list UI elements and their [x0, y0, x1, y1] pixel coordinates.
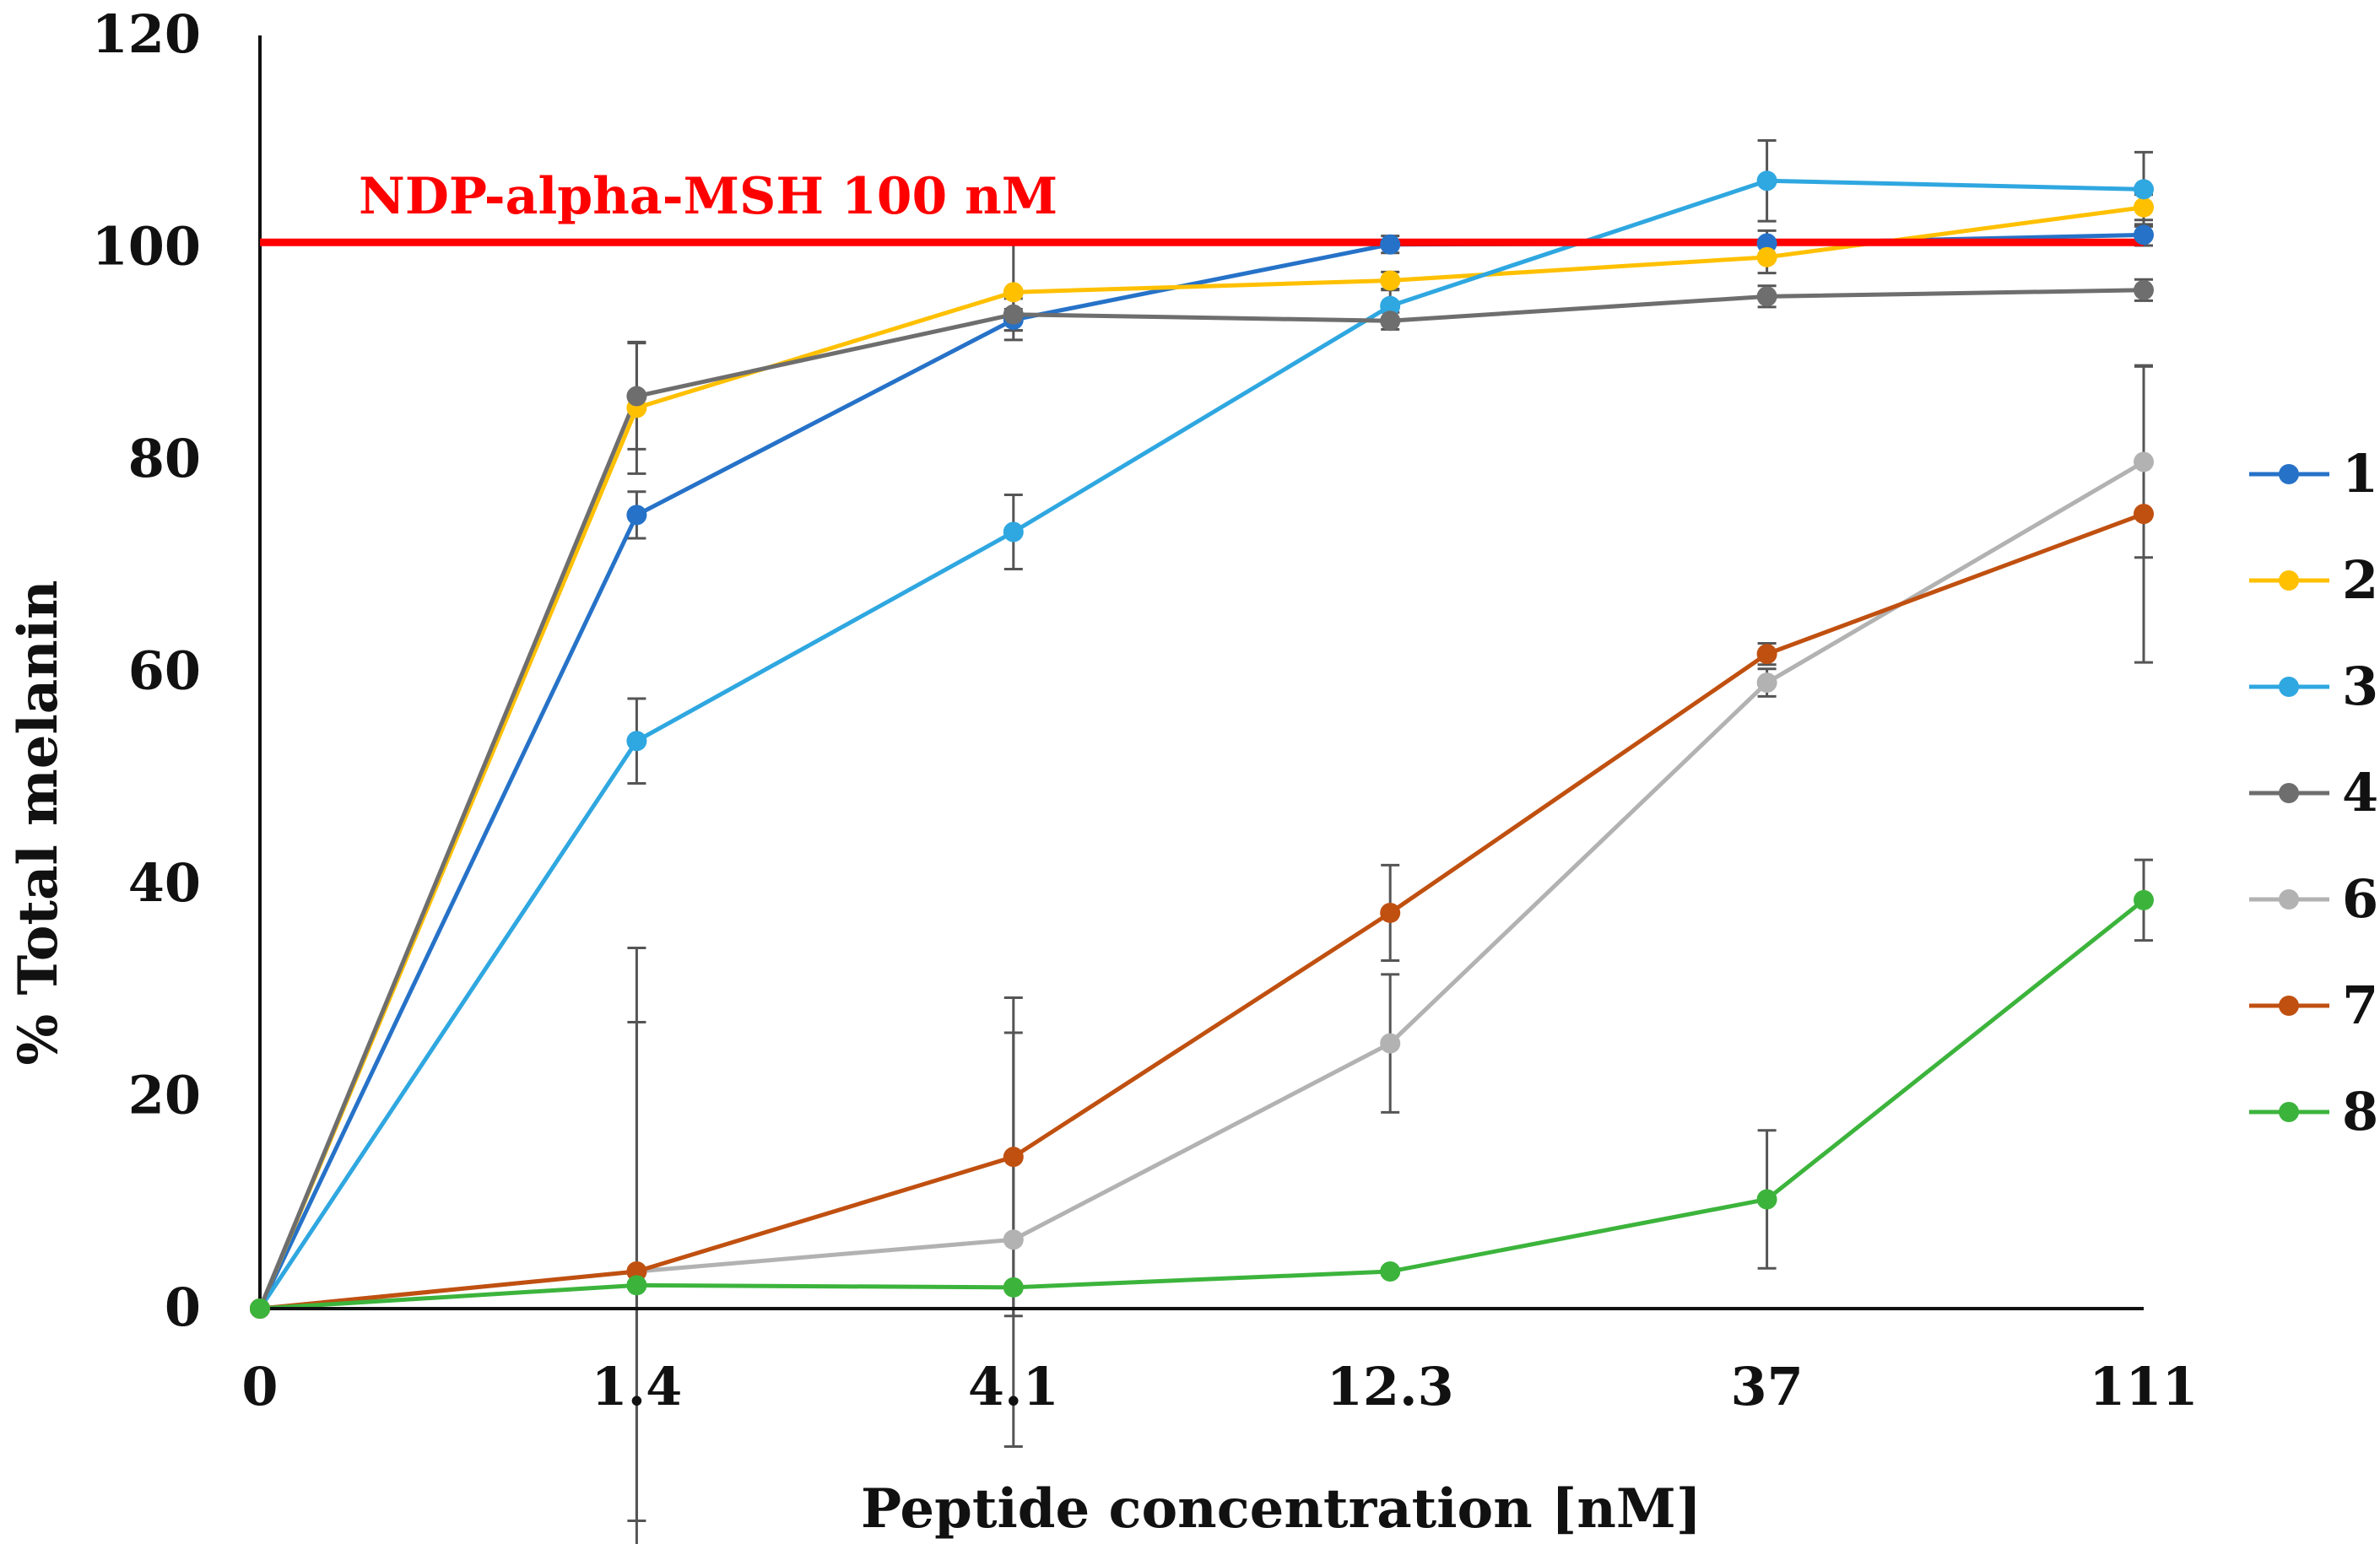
legend-marker-4: [2279, 783, 2299, 803]
legend-label-8: 8: [2342, 1081, 2378, 1142]
data-point-series-3: [1756, 170, 1777, 192]
data-point-series-8: [1756, 1189, 1777, 1210]
data-point-series-2: [1003, 282, 1024, 303]
legend-marker-6: [2279, 889, 2299, 910]
data-point-series-8: [626, 1275, 647, 1296]
y-tick-label: 120: [92, 3, 201, 65]
data-point-series-7: [1003, 1147, 1024, 1168]
data-point-series-6: [2134, 451, 2154, 472]
x-tick-label: 0: [241, 1356, 278, 1417]
legend-marker-1: [2279, 464, 2299, 484]
data-point-series-8: [2134, 889, 2154, 910]
legend-marker-3: [2279, 677, 2299, 697]
data-point-series-2: [1380, 270, 1401, 291]
data-point-series-4: [626, 386, 647, 407]
data-point-series-7: [1756, 644, 1777, 665]
data-point-series-6: [1003, 1229, 1024, 1250]
data-points: [250, 170, 2154, 1319]
legend-label-2: 2: [2342, 549, 2378, 611]
legend-label-3: 3: [2342, 656, 2378, 717]
y-tick-labels: 0 20 40 60 80 100 120: [92, 3, 201, 1338]
data-point-series-2: [2134, 197, 2154, 218]
legend-label-7: 7: [2342, 974, 2378, 1036]
series-line-4: [257, 288, 2145, 1309]
data-point-series-8: [1380, 1261, 1401, 1282]
data-point-series-1: [626, 505, 647, 526]
data-point-series-7: [1380, 902, 1401, 923]
y-axis-title: % Total melanin: [7, 580, 70, 1065]
legend-label-4: 4: [2342, 762, 2378, 823]
series-lines: [257, 178, 2145, 1311]
data-point-series-7: [2134, 504, 2154, 525]
data-point-series-4: [1756, 286, 1777, 307]
data-point-series-1: [1380, 234, 1401, 255]
x-tick-labels: 0 1.4 4.1 12.3 37 111: [241, 1356, 2198, 1417]
data-point-series-6: [1380, 1033, 1401, 1054]
y-tick-label: 80: [128, 428, 201, 489]
x-axis-title: Peptide concentration [nM]: [861, 1477, 1701, 1541]
data-point-series-8: [1003, 1277, 1024, 1298]
data-point-series-4: [1003, 304, 1024, 325]
data-point-series-1: [2134, 224, 2154, 246]
reference-group: NDP-alpha-MSH 100 nM: [260, 167, 2144, 246]
data-point-series-3: [626, 731, 647, 752]
data-point-series-3: [2134, 179, 2154, 200]
y-tick-label: 100: [92, 216, 201, 278]
y-tick-label: 0: [165, 1277, 201, 1338]
legend-marker-7: [2279, 996, 2299, 1016]
error-bars: [627, 138, 2153, 1544]
x-tick-label: 37: [1730, 1356, 1803, 1417]
data-point-series-8: [250, 1298, 270, 1319]
legend-marker-2: [2279, 570, 2299, 591]
x-tick-label: 12.3: [1327, 1356, 1454, 1417]
series-line-8: [259, 898, 2145, 1311]
legend-label-6: 6: [2342, 868, 2378, 930]
series-line-3: [257, 178, 2145, 1310]
data-point-series-3: [1380, 295, 1401, 316]
x-tick-label: 111: [2089, 1356, 2198, 1417]
legend: 1 2 3 4 6 7 8: [2249, 443, 2378, 1142]
data-point-series-6: [1756, 672, 1777, 694]
data-point-series-2: [1756, 246, 1777, 267]
series-line-1: [257, 232, 2145, 1310]
series-line-2: [257, 205, 2145, 1309]
series-line-7: [259, 511, 2145, 1311]
legend-label-1: 1: [2342, 443, 2378, 505]
data-point-series-4: [2134, 279, 2154, 300]
legend-marker-8: [2279, 1102, 2299, 1122]
y-tick-label: 40: [128, 852, 201, 914]
data-point-series-3: [1003, 521, 1024, 543]
x-tick-label: 4.1: [968, 1356, 1059, 1417]
axes: [258, 35, 2144, 1310]
x-tick-label: 1.4: [591, 1356, 682, 1417]
reference-line-label: NDP-alpha-MSH 100 nM: [359, 167, 1057, 226]
y-tick-label: 20: [128, 1065, 201, 1126]
y-tick-label: 60: [128, 640, 201, 702]
data-point-series-4: [1380, 310, 1401, 332]
